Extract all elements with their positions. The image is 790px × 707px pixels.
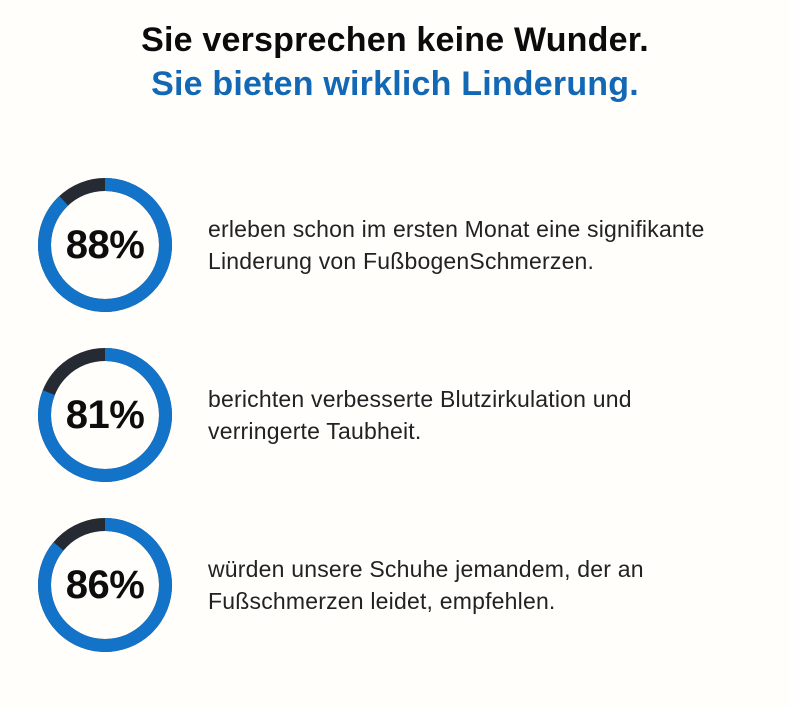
stat-caption-line-2: verringerte Taubheit. bbox=[208, 418, 422, 444]
stat-caption-line-1: würden unsere Schuhe jemandem, der an bbox=[208, 556, 644, 582]
stat-caption-line-1: berichten verbesserte Blutzirkulation un… bbox=[208, 386, 632, 412]
stat-caption: erleben schon im ersten Monat eine signi… bbox=[208, 213, 705, 277]
donut-ring-icon bbox=[38, 348, 172, 482]
stat-caption-line-2: Fußschmerzen leidet, empfehlen. bbox=[208, 588, 556, 614]
donut-ring-icon bbox=[38, 178, 172, 312]
stat-row: 81% berichten verbesserte Blutzirkulatio… bbox=[38, 348, 790, 482]
stat-row: 86% würden unsere Schuhe jemandem, der a… bbox=[38, 518, 790, 652]
percent-label: 81% bbox=[65, 392, 145, 437]
donut-chart-88: 88% bbox=[38, 178, 172, 312]
heading-line-2: Sie bieten wirklich Linderung. bbox=[151, 65, 639, 103]
stat-caption: würden unsere Schuhe jemandem, der an Fu… bbox=[208, 553, 644, 617]
stat-row: 88% erleben schon im ersten Monat eine s… bbox=[38, 178, 790, 312]
donut-chart-81: 81% bbox=[38, 348, 172, 482]
page-title: Sie versprechen keine Wunder. Sie bieten… bbox=[0, 0, 790, 106]
percent-label: 86% bbox=[65, 562, 145, 607]
stat-caption-line-2: Linderung von FußbogenSchmerzen. bbox=[208, 248, 595, 274]
stats-list: 88% erleben schon im ersten Monat eine s… bbox=[0, 178, 790, 652]
stat-caption: berichten verbesserte Blutzirkulation un… bbox=[208, 383, 632, 447]
stat-caption-line-1: erleben schon im ersten Monat eine signi… bbox=[208, 216, 705, 242]
percent-label: 88% bbox=[65, 222, 145, 267]
donut-chart-86: 86% bbox=[38, 518, 172, 652]
donut-ring-icon bbox=[38, 518, 172, 652]
heading-line-1: Sie versprechen keine Wunder. bbox=[141, 21, 649, 59]
